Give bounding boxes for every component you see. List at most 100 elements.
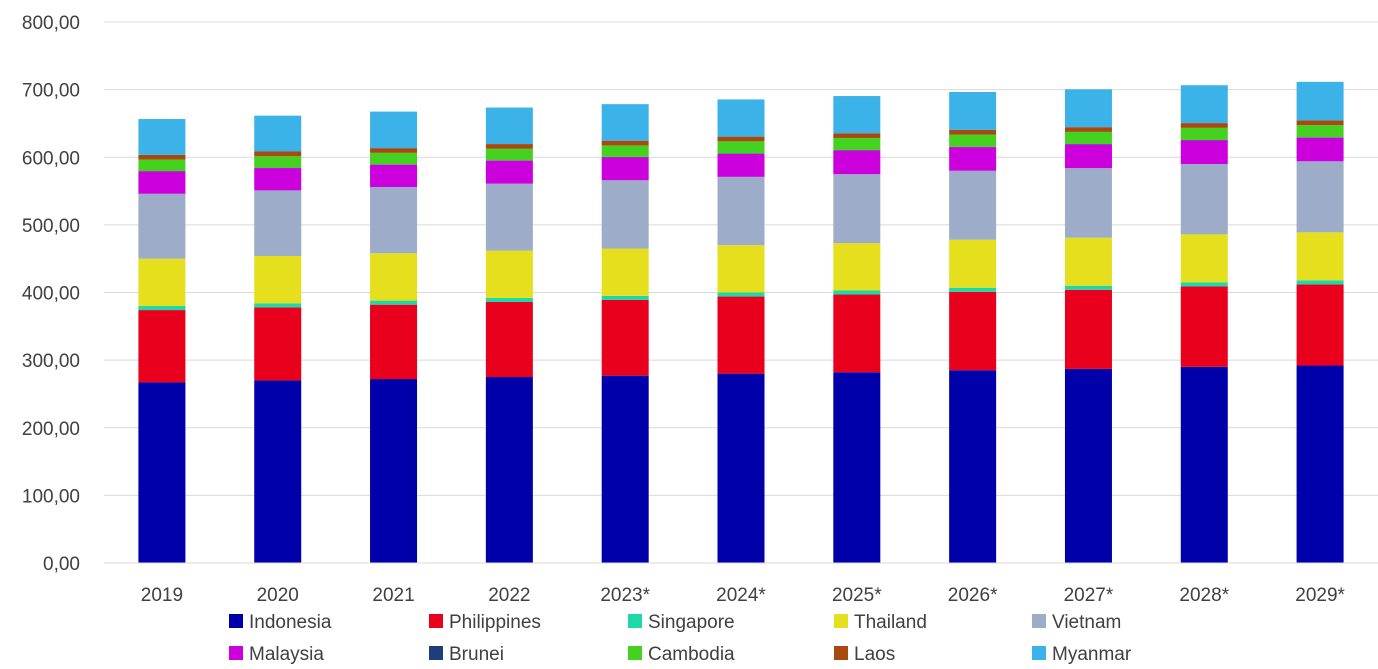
bar-segment-cambodia (1296, 125, 1344, 138)
bar-segment-cambodia (138, 159, 186, 172)
legend: Indonesia Philippines Singapore Thailand Vie… (229, 612, 1132, 665)
bar-segment-indonesia (833, 372, 881, 563)
legend-swatch-philippines (429, 614, 443, 628)
legend-label-philippines: Philippines (449, 612, 541, 633)
y-tick-label: 200,00 (22, 419, 80, 440)
bar-segment-laos (833, 133, 881, 138)
bar-segment-singapore (254, 303, 302, 308)
bars (138, 81, 1344, 563)
bar-segment-indonesia (138, 382, 186, 563)
bar-segment-myanmar (254, 115, 302, 152)
bar-segment-myanmar (949, 91, 997, 130)
bar-segment-thailand (717, 245, 765, 293)
bar-segment-myanmar (1064, 89, 1112, 128)
bar-segment-philippines (949, 291, 997, 371)
bar-segment-philippines (254, 307, 302, 381)
bar-segment-thailand (1296, 232, 1344, 281)
bar-segment-vietnam (1064, 168, 1112, 238)
bar-segment-laos (370, 148, 418, 153)
x-tick-label: 2020 (257, 585, 299, 606)
bar-segment-singapore (1296, 280, 1344, 285)
legend-label-vietnam: Vietnam (1052, 612, 1121, 633)
bar-segment-malaysia (370, 164, 418, 188)
y-tick-label: 300,00 (22, 351, 80, 372)
bar-segment-indonesia (1296, 365, 1344, 563)
bar-segment-malaysia (1296, 137, 1344, 162)
bar-segment-laos (1296, 120, 1344, 126)
bar-segment-myanmar (370, 111, 418, 149)
bar-segment-malaysia (254, 168, 302, 191)
bar-segment-singapore (1064, 285, 1112, 290)
bar-segment-malaysia (485, 160, 533, 184)
x-tick-label: 2019 (141, 585, 183, 606)
bar-segment-singapore (717, 292, 765, 297)
bar-segment-singapore (138, 306, 186, 311)
bar-segment-cambodia (717, 141, 765, 154)
bar-segment-malaysia (1180, 140, 1228, 165)
bar-segment-singapore (949, 287, 997, 292)
bar-segment-cambodia (949, 134, 997, 147)
y-tick-label: 700,00 (22, 81, 80, 102)
bar-segment-laos (254, 151, 302, 157)
bar-segment-myanmar (485, 107, 533, 145)
legend-swatch-cambodia (628, 646, 642, 660)
bar-segment-thailand (370, 253, 418, 301)
bar-segment-laos (1180, 123, 1228, 128)
y-tick-label: 800,00 (22, 13, 80, 34)
bar-segment-philippines (717, 296, 765, 374)
legend-label-malaysia: Malaysia (249, 644, 324, 665)
y-tick-label: 0,00 (43, 554, 80, 575)
bar-segment-philippines (1064, 289, 1112, 369)
bar-segment-singapore (485, 297, 533, 302)
bar-segment-indonesia (370, 379, 418, 563)
bar-segment-malaysia (717, 153, 765, 177)
bar-segment-vietnam (833, 174, 881, 244)
legend-label-myanmar: Myanmar (1052, 644, 1132, 665)
bar-segment-cambodia (1064, 131, 1112, 145)
bar-segment-vietnam (601, 180, 649, 249)
bar-segment-malaysia (949, 147, 997, 171)
legend-label-thailand: Thailand (854, 612, 927, 633)
bar-segment-laos (717, 136, 765, 142)
bar-segment-myanmar (1180, 85, 1228, 124)
x-tick-label: 2026* (948, 585, 998, 606)
bar-segment-myanmar (601, 104, 649, 141)
legend-label-brunei: Brunei (449, 644, 504, 665)
legend-label-indonesia: Indonesia (249, 612, 332, 633)
bar-segment-malaysia (138, 171, 186, 194)
legend-swatch-vietnam (1032, 614, 1046, 628)
bar-segment-indonesia (717, 373, 765, 563)
bar-segment-laos (1064, 127, 1112, 132)
bar-segment-myanmar (138, 119, 186, 155)
bar-segment-laos (485, 144, 533, 149)
bar-segment-thailand (833, 243, 881, 291)
bar-segment-vietnam (717, 176, 765, 246)
bar-segment-indonesia (949, 370, 997, 563)
bar-segment-singapore (370, 300, 418, 305)
bar-segment-philippines (485, 301, 533, 378)
bar-segment-malaysia (833, 150, 881, 175)
bar-segment-thailand (138, 258, 186, 307)
bar-segment-laos (601, 140, 649, 146)
x-tick-label: 2027* (1064, 585, 1114, 606)
legend-swatch-indonesia (229, 614, 243, 628)
bar-segment-vietnam (138, 193, 186, 259)
y-tick-label: 400,00 (22, 284, 80, 305)
x-tick-label: 2021 (372, 585, 414, 606)
bar-segment-cambodia (254, 156, 302, 168)
bar-segment-cambodia (833, 137, 881, 151)
bar-segment-indonesia (1180, 366, 1228, 563)
bar-segment-thailand (601, 248, 649, 296)
bar-segment-vietnam (1180, 164, 1228, 235)
bar-segment-cambodia (370, 152, 418, 165)
bar-segment-indonesia (254, 380, 302, 563)
bar-segment-singapore (833, 290, 881, 295)
axes: 0,00 100,00 200,00 300,00 400,00 500,00 600,00… (22, 13, 1378, 606)
bar-segment-myanmar (1296, 81, 1344, 121)
legend-swatch-myanmar (1032, 646, 1046, 660)
bar-segment-laos (949, 129, 997, 135)
bar-segment-vietnam (370, 187, 418, 254)
bar-segment-singapore (1180, 282, 1228, 287)
bar-segment-laos (138, 154, 186, 160)
x-tick-label: 2029* (1295, 585, 1345, 606)
